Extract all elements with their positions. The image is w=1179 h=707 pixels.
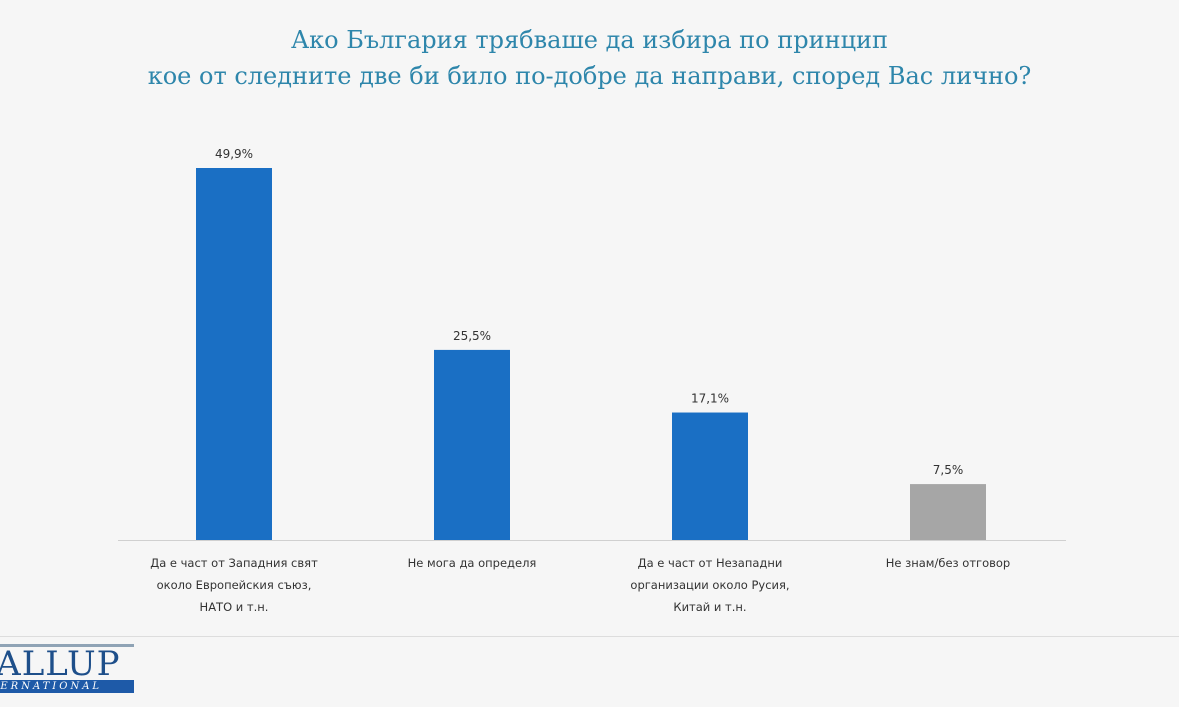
gallup-logo: GALLUP INTERNATIONAL <box>0 644 138 693</box>
bar <box>910 484 986 540</box>
data-label: 7,5% <box>933 463 964 477</box>
category-label-line: Не мога да определя <box>407 556 537 570</box>
title-line-1: Ако България трябваше да избира по принц… <box>290 26 888 54</box>
category-label-line: Не знам/без отговор <box>885 556 1011 570</box>
data-label: 49,9% <box>215 147 253 161</box>
category-label-line: НАТО и т.н. <box>199 600 269 614</box>
category-label-line: Да е част от Незападни <box>637 556 783 570</box>
category-label-line: организации около Русия, <box>630 578 790 592</box>
logo-sub-text: INTERNATIONAL <box>0 680 134 693</box>
category-label: Да е част от Незападни организации около … <box>600 552 820 618</box>
title-line-2: кое от следните две би било по-добре да … <box>147 62 1032 90</box>
bar <box>196 168 272 540</box>
data-label: 25,5% <box>453 329 491 343</box>
category-label: Не знам/без отговор <box>838 552 1058 574</box>
chart-title: Ако България трябваше да избира по принц… <box>0 22 1179 94</box>
data-label: 17,1% <box>691 392 729 406</box>
bar <box>672 412 748 540</box>
category-label: Не мога да определя <box>362 552 582 574</box>
category-label-line: Китай и т.н. <box>673 600 747 614</box>
category-label: Да е част от Западния свят около Европейс… <box>124 552 344 618</box>
logo-main-text: GALLUP <box>0 644 121 684</box>
category-label-line: около Европейския съюз, <box>156 578 312 592</box>
bar <box>434 349 510 540</box>
category-label-line: Да е част от Западния свят <box>150 556 318 570</box>
footer-divider <box>0 636 1179 637</box>
